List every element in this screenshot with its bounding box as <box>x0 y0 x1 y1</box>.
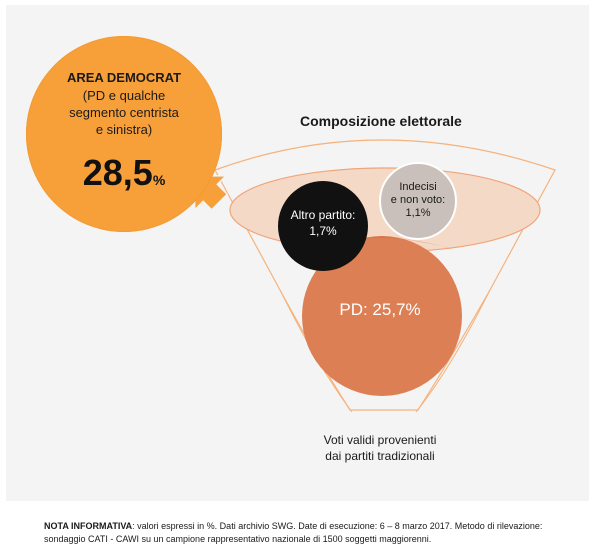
note-label: NOTA INFORMATIVA <box>44 521 133 531</box>
area-democrat-circle: AREA DEMOCRAT (PD e qualche segmento cen… <box>26 36 222 232</box>
funnel-diagram <box>193 139 556 413</box>
indecisi-text: Indecisi e non voto: 1,1% <box>390 181 446 219</box>
altro-partito-label: Altro partito: 1,7% <box>278 181 368 271</box>
altro-partito-circle <box>278 181 368 271</box>
info-note: NOTA INFORMATIVA: valori espressi in %. … <box>44 520 584 546</box>
note-text: : valori espressi in %. Dati archivio SW… <box>44 521 543 544</box>
area-subtitle: (PD e qualche segmento centrista e sinis… <box>69 88 179 137</box>
composition-title: Composizione elettorale <box>300 113 462 129</box>
voti-validi-label: Voti validi provenienti dai partiti trad… <box>323 433 437 463</box>
pd-label: PD: 25,7% <box>339 300 421 319</box>
indecisi-label: Indecisi e non voto: 1,1% <box>380 163 456 239</box>
pd-circle <box>302 236 462 396</box>
area-value: 28,5% <box>26 152 222 194</box>
area-title: AREA DEMOCRAT <box>66 70 182 85</box>
indecisi-circle <box>379 162 457 240</box>
area-value-unit: % <box>152 172 166 188</box>
altro-partito-text: Altro partito: 1,7% <box>290 208 356 238</box>
area-value-number: 28,5 <box>82 152 153 193</box>
